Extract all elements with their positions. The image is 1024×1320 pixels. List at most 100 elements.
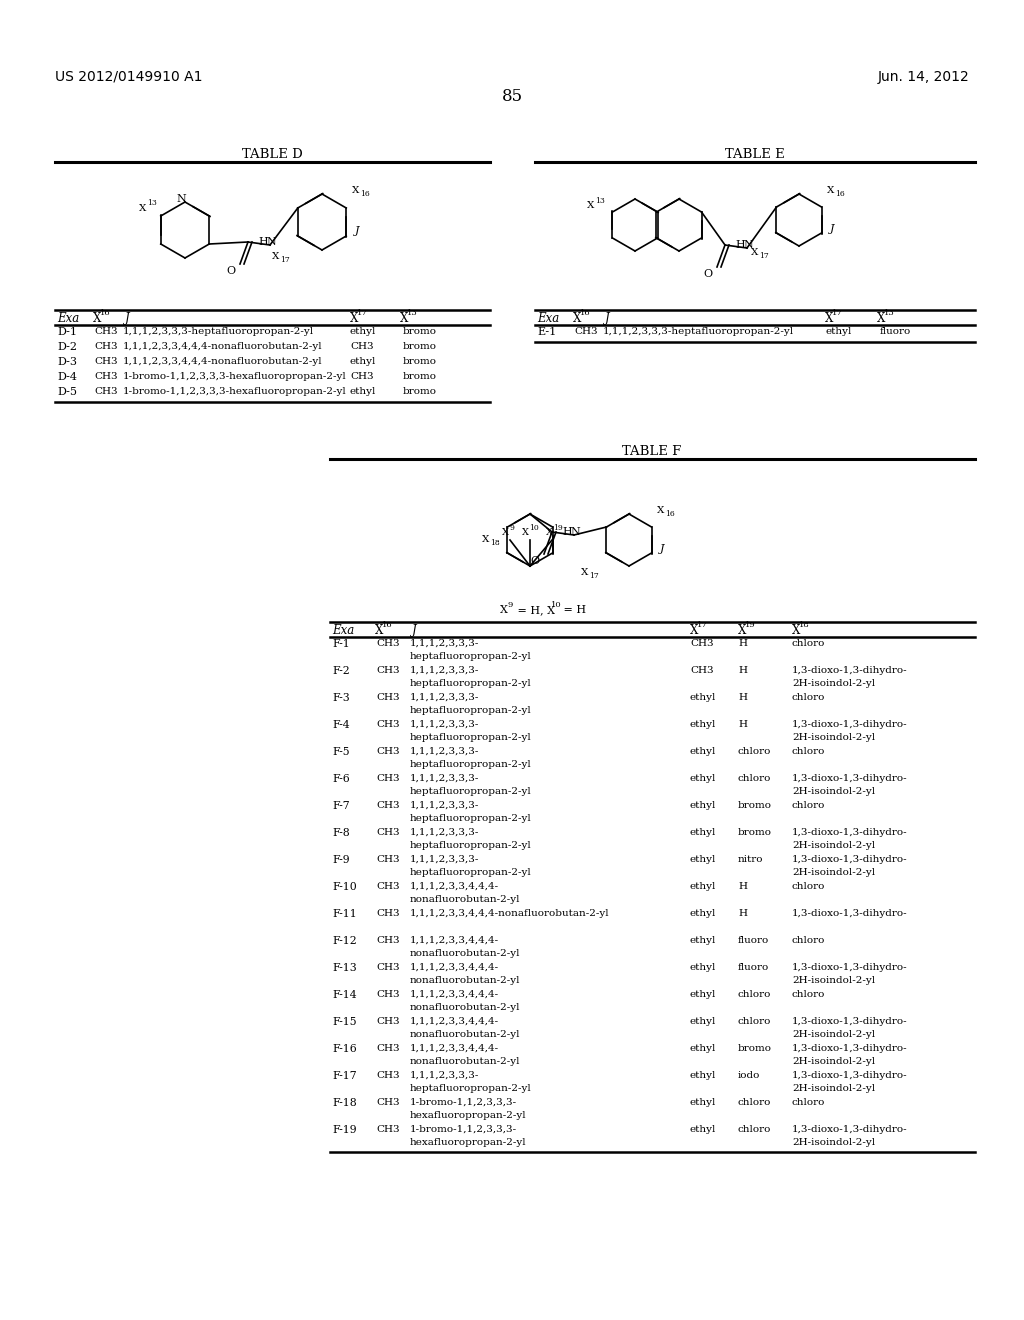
Text: H: H [738,667,746,675]
Text: TABLE F: TABLE F [623,445,682,458]
Text: 1,3-dioxo-1,3-dihydro-: 1,3-dioxo-1,3-dihydro- [792,828,907,837]
Text: 1,1,1,2,3,3,3-: 1,1,1,2,3,3,3- [410,801,479,810]
Text: nitro: nitro [738,855,764,865]
Text: F-11: F-11 [332,909,356,919]
Text: CH3: CH3 [376,909,399,917]
Text: 2H-isoindol-2-yl: 2H-isoindol-2-yl [792,841,876,850]
Text: 16: 16 [835,190,845,198]
Text: 1,1,1,2,3,3,4,4,4-: 1,1,1,2,3,3,4,4,4- [410,990,499,999]
Text: 17: 17 [697,620,708,630]
Text: bromo: bromo [403,372,437,381]
Text: 13: 13 [407,309,418,317]
Text: 2H-isoindol-2-yl: 2H-isoindol-2-yl [792,733,876,742]
Text: X: X [375,624,383,638]
Text: nonafluorobutan-2-yl: nonafluorobutan-2-yl [410,949,520,958]
Text: Exa: Exa [332,624,354,638]
Text: 1,1,1,2,3,3,3-: 1,1,1,2,3,3,3- [410,774,479,783]
Text: CH3: CH3 [574,327,598,337]
Text: X: X [825,312,834,325]
Text: bromo: bromo [403,327,437,337]
Text: CH3: CH3 [350,342,374,351]
Text: 1,1,1,2,3,3,4,4,4-: 1,1,1,2,3,3,4,4,4- [410,1044,499,1053]
Text: F-8: F-8 [332,828,350,838]
Text: chloro: chloro [738,1016,771,1026]
Text: 17: 17 [280,256,290,264]
Text: 1,1,1,2,3,3,4,4,4-: 1,1,1,2,3,3,4,4,4- [410,964,499,972]
Text: bromo: bromo [403,387,437,396]
Text: F-16: F-16 [332,1044,356,1053]
Text: CH3: CH3 [376,801,399,810]
Text: 2H-isoindol-2-yl: 2H-isoindol-2-yl [792,1057,876,1067]
Text: 1,1,1,2,3,3,4,4,4-nonafluorobutan-2-yl: 1,1,1,2,3,3,4,4,4-nonafluorobutan-2-yl [410,909,609,917]
Text: CH3: CH3 [376,1098,399,1107]
Text: F-12: F-12 [332,936,356,946]
Text: CH3: CH3 [376,828,399,837]
Text: ethyl: ethyl [690,693,717,702]
Text: ethyl: ethyl [690,1071,717,1080]
Text: X: X [500,605,508,615]
Text: ethyl: ethyl [690,855,717,865]
Text: 1,3-dioxo-1,3-dihydro-: 1,3-dioxo-1,3-dihydro- [792,1071,907,1080]
Text: bromo: bromo [403,356,437,366]
Text: 1,3-dioxo-1,3-dihydro-: 1,3-dioxo-1,3-dihydro- [792,855,907,865]
Text: heptafluoropropan-2-yl: heptafluoropropan-2-yl [410,787,531,796]
Text: X: X [690,624,698,638]
Text: iodo: iodo [738,1071,761,1080]
Text: heptafluoropropan-2-yl: heptafluoropropan-2-yl [410,706,531,715]
Text: 1,3-dioxo-1,3-dihydro-: 1,3-dioxo-1,3-dihydro- [792,964,907,972]
Text: fluoro: fluoro [880,327,911,337]
Text: 1,1,1,2,3,3,3-: 1,1,1,2,3,3,3- [410,693,479,702]
Text: F-14: F-14 [332,990,356,1001]
Text: nonafluorobutan-2-yl: nonafluorobutan-2-yl [410,975,520,985]
Text: chloro: chloro [738,774,771,783]
Text: 16: 16 [382,620,392,630]
Text: nonafluorobutan-2-yl: nonafluorobutan-2-yl [410,1030,520,1039]
Text: 13: 13 [147,199,157,207]
Text: chloro: chloro [792,1098,825,1107]
Text: CH3: CH3 [376,1044,399,1053]
Text: chloro: chloro [792,693,825,702]
Text: X: X [139,205,146,213]
Text: 1,1,1,2,3,3,3-: 1,1,1,2,3,3,3- [410,828,479,837]
Text: F-13: F-13 [332,964,356,973]
Text: F-4: F-4 [332,719,349,730]
Text: CH3: CH3 [376,774,399,783]
Text: X: X [573,312,582,325]
Text: CH3: CH3 [376,719,399,729]
Text: 18: 18 [490,539,500,546]
Text: ethyl: ethyl [690,964,717,972]
Text: F-6: F-6 [332,774,350,784]
Text: N: N [176,194,186,205]
Text: CH3: CH3 [94,356,118,366]
Text: X: X [877,312,886,325]
Text: chloro: chloro [792,801,825,810]
Text: = H, X: = H, X [514,605,555,615]
Text: J: J [660,544,665,554]
Text: CH3: CH3 [376,964,399,972]
Text: 1,1,1,2,3,3,3-: 1,1,1,2,3,3,3- [410,855,479,865]
Text: J: J [412,624,417,638]
Text: 18: 18 [799,620,810,630]
Text: 16: 16 [360,190,370,198]
Text: H: H [738,719,746,729]
Text: 19: 19 [745,620,756,630]
Text: 1,3-dioxo-1,3-dihydro-: 1,3-dioxo-1,3-dihydro- [792,1044,907,1053]
Text: 17: 17 [589,572,599,579]
Text: 1,3-dioxo-1,3-dihydro-: 1,3-dioxo-1,3-dihydro- [792,667,907,675]
Text: heptafluoropropan-2-yl: heptafluoropropan-2-yl [410,652,531,661]
Text: ethyl: ethyl [690,882,717,891]
Text: N: N [743,240,753,249]
Text: F-9: F-9 [332,855,349,865]
Text: 1,3-dioxo-1,3-dihydro-: 1,3-dioxo-1,3-dihydro- [792,719,907,729]
Text: F-7: F-7 [332,801,349,810]
Text: F-3: F-3 [332,693,350,704]
Text: 10: 10 [551,601,561,609]
Text: 1-bromo-1,1,2,3,3,3-hexafluoropropan-2-yl: 1-bromo-1,1,2,3,3,3-hexafluoropropan-2-y… [123,372,347,381]
Text: chloro: chloro [738,1098,771,1107]
Text: 19: 19 [553,524,563,532]
Text: X: X [587,201,594,210]
Text: 2H-isoindol-2-yl: 2H-isoindol-2-yl [792,787,876,796]
Text: 13: 13 [595,197,605,205]
Text: X: X [738,624,746,638]
Text: ethyl: ethyl [350,387,377,396]
